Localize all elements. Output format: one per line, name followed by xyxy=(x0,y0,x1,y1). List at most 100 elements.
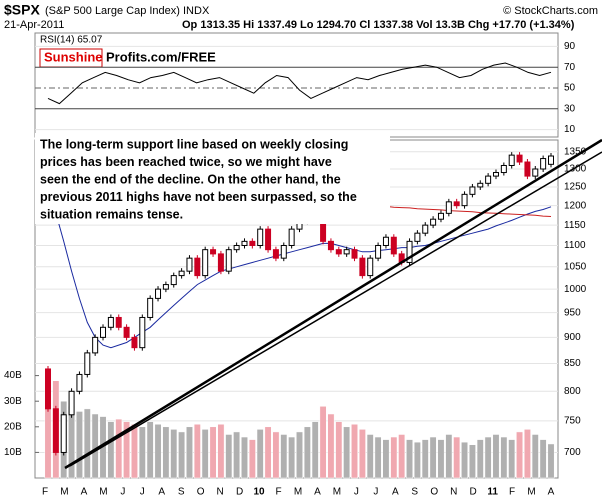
y-tick-label: 1050 xyxy=(564,261,587,272)
volume-bar xyxy=(225,434,233,479)
volume-bar xyxy=(547,443,555,479)
volume-bar xyxy=(437,439,445,479)
y-tick-label: 1000 xyxy=(564,284,587,295)
candle xyxy=(100,326,107,338)
x-tick-label: M xyxy=(527,487,535,498)
candle xyxy=(186,257,193,272)
volume-bar xyxy=(146,421,154,479)
candle xyxy=(202,249,209,277)
x-tick-label: D xyxy=(470,487,477,498)
candle xyxy=(548,155,554,165)
volume-bar xyxy=(154,423,162,479)
chart-title: $SPX xyxy=(4,2,40,18)
volume-bar xyxy=(398,434,406,479)
annotation-line: situation remains tense. xyxy=(40,207,183,221)
candle xyxy=(76,373,83,392)
volume-bar xyxy=(461,441,468,479)
volume-bar xyxy=(343,426,351,479)
date: 21-Apr-2011 xyxy=(4,19,64,31)
volume-bar xyxy=(272,431,280,479)
x-tick-label: 11 xyxy=(487,487,498,498)
volume-bar xyxy=(492,434,500,479)
candle xyxy=(84,352,91,375)
candle xyxy=(217,253,224,272)
candle xyxy=(406,240,413,263)
trend-line xyxy=(69,151,602,467)
volume-bar xyxy=(256,429,264,479)
rsi-tick-label: 50 xyxy=(564,83,576,94)
candle xyxy=(485,175,492,184)
candle xyxy=(532,168,539,177)
candle xyxy=(422,224,429,234)
volume-bar xyxy=(209,426,217,479)
quote: Op 1313.35 Hi 1337.49 Lo 1294.70 Cl 1337… xyxy=(182,19,575,31)
candle xyxy=(272,249,279,259)
rsi-label: RSI(14) 65.07 xyxy=(40,35,103,46)
logo-sunshine: Sunshine xyxy=(44,49,103,64)
volume-bar xyxy=(296,431,303,479)
candle xyxy=(453,201,460,207)
candle xyxy=(147,297,154,318)
volume-bar xyxy=(531,434,539,479)
volume-bar xyxy=(288,436,296,479)
x-tick-label: D xyxy=(236,487,243,498)
annotation-box xyxy=(35,133,390,224)
volume-bar xyxy=(366,434,374,479)
candle xyxy=(225,249,232,272)
rsi-panel xyxy=(34,32,559,138)
volume-tick-label: 40B xyxy=(4,370,22,381)
candle xyxy=(414,232,421,242)
annotation-line: previous 2011 highs have not been surpas… xyxy=(40,190,357,204)
candle xyxy=(249,240,256,246)
y-tick-label: 900 xyxy=(564,332,581,343)
candle xyxy=(382,236,389,246)
logo-profits: Profits.com/FREE xyxy=(106,49,216,64)
candle xyxy=(92,336,99,354)
volume-bar xyxy=(91,413,99,479)
candle xyxy=(52,408,59,453)
candle xyxy=(430,218,437,226)
x-tick-label: F xyxy=(509,487,515,498)
volume-bar xyxy=(429,436,437,479)
candle xyxy=(288,228,295,246)
candle xyxy=(178,270,185,277)
x-tick-label: M xyxy=(333,487,341,498)
x-tick-label: F xyxy=(42,487,48,498)
rsi-tick-label: 70 xyxy=(564,62,576,73)
x-tick-label: O xyxy=(197,487,205,498)
annotation-line: prices has been reached twice, so we mig… xyxy=(40,155,332,169)
annotation-line: The long-term support line based on week… xyxy=(40,137,348,151)
volume-bar xyxy=(201,429,209,479)
x-tick-label: J xyxy=(140,487,145,498)
trend-line xyxy=(64,138,602,470)
y-tick-label: 1150 xyxy=(564,220,586,231)
subtitle: (S&P 500 Large Cap Index) INDX xyxy=(45,5,210,17)
candle xyxy=(155,288,162,299)
candle xyxy=(162,284,169,290)
volume-tick-label: 20B xyxy=(4,421,22,432)
x-tick-label: N xyxy=(217,487,224,498)
volume-bar xyxy=(319,406,327,479)
volume-bar xyxy=(421,439,429,479)
volume-bar xyxy=(516,431,524,479)
volume-bar xyxy=(484,436,492,479)
candle xyxy=(241,240,248,246)
candle xyxy=(139,316,146,349)
rsi-tick-label: 30 xyxy=(564,103,576,114)
candle xyxy=(45,368,51,410)
candle xyxy=(68,390,75,416)
volume-tick-label: 30B xyxy=(4,396,22,407)
volume-bar xyxy=(351,423,358,479)
source: © StockCharts.com xyxy=(503,5,598,17)
candle xyxy=(233,244,240,251)
volume-bar xyxy=(335,421,343,479)
x-tick-label: M xyxy=(294,487,302,498)
volume-bar xyxy=(406,439,413,479)
volume-bar xyxy=(390,436,398,479)
volume-bar xyxy=(83,408,91,479)
candle xyxy=(437,212,444,220)
x-tick-label: O xyxy=(430,487,438,498)
x-tick-label: A xyxy=(314,487,321,498)
volume-bar xyxy=(374,436,382,479)
candle xyxy=(194,257,201,277)
